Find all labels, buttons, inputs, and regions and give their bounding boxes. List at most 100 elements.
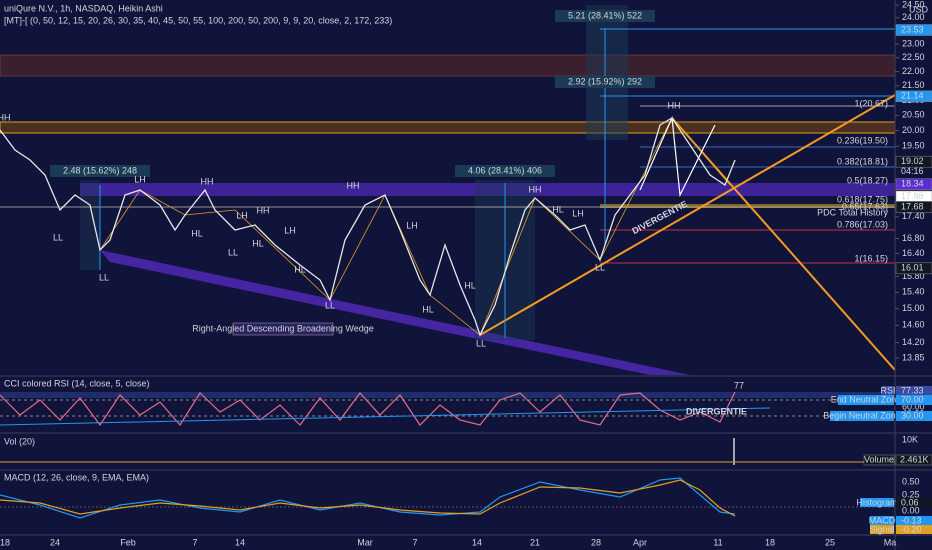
swing-label: HH: [668, 100, 681, 110]
rsi-line: [0, 391, 736, 427]
swing-label: LH: [134, 174, 146, 184]
price-tick-label: 22.00: [902, 66, 925, 76]
swing-label: HL: [252, 238, 264, 248]
swing-label: LL: [53, 232, 63, 242]
pane-badge-value-box: [896, 411, 932, 421]
volume-spike: [733, 438, 735, 465]
pane-badge-name: RSI: [880, 385, 895, 395]
rsi-axis-label: 60.00: [902, 401, 925, 411]
indicator-title: [MT]-[ (0, 50, 12, 15, 20, 26, 30, 35, 4…: [4, 15, 392, 25]
annotation: 2.48 (15.62%) 248: [63, 165, 137, 175]
price-badge-label: 18.34: [901, 179, 924, 189]
pane-badge-name: MACD: [869, 515, 896, 525]
pane-badge-name: Volume: [864, 454, 894, 464]
macd-axis-label: 0.25: [902, 489, 920, 499]
pane-badge-value: -0.20: [901, 524, 922, 534]
pane-badge: [830, 411, 894, 421]
wedge-channel: [100, 250, 690, 375]
annotation-box: [555, 10, 655, 22]
pane-badge-value: 30.00: [901, 410, 924, 420]
pane-badge: [838, 395, 894, 405]
price-tick-label: 15.40: [902, 287, 925, 297]
price-tick-label: 14.60: [902, 320, 925, 330]
currency: USD: [909, 4, 929, 14]
price-tick-label: 13.85: [902, 352, 925, 362]
annotation-box: [50, 165, 150, 177]
pane-badge-name: Signal: [869, 524, 894, 534]
swing-label: LH: [236, 210, 248, 220]
pane-badge-name: End Neutral Zone: [831, 394, 902, 404]
measure-box: [80, 180, 100, 270]
time-label: 18: [0, 537, 10, 547]
swing-label: HH: [529, 184, 542, 194]
pane-badge-value: 0.06: [901, 497, 919, 507]
rsi-zone: [0, 392, 895, 398]
swing-label: LH: [406, 220, 418, 230]
price-badge-label: 19.02: [901, 156, 924, 166]
divergence-label: DIVERGENTIE: [686, 406, 747, 416]
pane-badge-value-box: [896, 498, 932, 507]
price-tick-label: 21.50: [902, 80, 925, 90]
time-label: Apr: [633, 537, 647, 547]
swing-label: HL: [294, 264, 306, 274]
price-tick-label: 16.80: [902, 233, 925, 243]
swing-label: LL: [476, 338, 486, 348]
pane-badge-value: 70.00: [901, 394, 924, 404]
price-tick-label: 17.40: [902, 211, 925, 221]
pane-badge-value-box: [896, 395, 932, 405]
swing-label: LL: [228, 247, 238, 257]
annotation-box: [555, 76, 655, 88]
time-label: 24: [50, 537, 60, 547]
pane-title: CCI colored RSI (14, close, 5, close): [4, 378, 150, 388]
pane-badge-value-box: [896, 386, 932, 396]
resistance-zone: [0, 121, 896, 134]
time-label: 7: [192, 537, 197, 547]
annotation: 0.786(17.03): [837, 219, 888, 229]
macd-axis-label: 0.00: [902, 505, 920, 515]
swing-label: HL: [422, 304, 434, 314]
annotation: Right-Angled Descending Broadening Wedge: [192, 323, 373, 333]
price-badge-label: 23.53: [901, 24, 924, 34]
pane-badge-name: Begin Neutral Zone: [823, 410, 901, 420]
pane-badge: [882, 386, 894, 396]
swing-label: LH: [572, 208, 584, 218]
annotation-box: [455, 165, 555, 177]
price-tick-label: 20.50: [902, 110, 925, 120]
price-tick-label: 23.00: [902, 38, 925, 48]
annotation: 4.06 (28.41%) 406: [468, 165, 542, 175]
swing-label: HH: [0, 112, 11, 122]
measure-box: [586, 5, 628, 140]
price-badge: [895, 201, 932, 213]
chart-title: uniQure N.V., 1h, NASDAQ, Heikin Ashi: [4, 3, 163, 13]
fib-zone: [600, 204, 895, 208]
price-badge: [895, 178, 932, 190]
time-label: Feb: [120, 537, 136, 547]
price-badge-label: 17.68: [901, 201, 924, 211]
time-label: 21: [530, 537, 540, 547]
price-tick-label: 16.40: [902, 248, 925, 258]
price-badge: [895, 24, 932, 36]
swing-label: HH: [347, 180, 360, 190]
pane-badge-value: 2.461K: [900, 454, 929, 464]
pane-badge: [860, 498, 894, 507]
pane-badge: [863, 454, 895, 466]
price-badge: [895, 155, 932, 168]
macd-axis-label: 0.50: [902, 476, 920, 486]
price-tick-label: 22.50: [902, 52, 925, 62]
pane-badge-value-box: [896, 516, 932, 525]
swing-label: LL: [595, 262, 605, 272]
pane-badge-name: Histogram: [856, 497, 897, 507]
annotation-box: [232, 322, 334, 336]
swing-label: LL: [99, 272, 109, 282]
time-label: Ma: [884, 537, 897, 547]
projection: [639, 115, 716, 198]
time-label: Mar: [357, 537, 373, 547]
swing-label: LL: [325, 300, 335, 310]
price-tick-label: 20.00: [902, 125, 925, 135]
price-tick-label: 14.20: [902, 337, 925, 347]
annotation: 5.21 (28.41%) 522: [568, 10, 642, 20]
annotation: 1(16.15): [854, 253, 888, 263]
rsi-last: 77: [734, 380, 744, 390]
